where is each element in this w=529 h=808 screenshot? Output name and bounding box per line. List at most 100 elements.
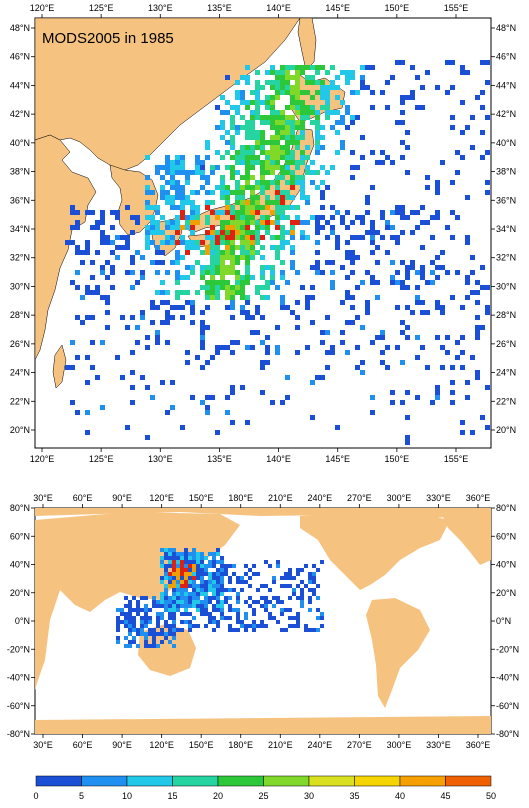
density-cell — [128, 644, 132, 648]
density-cell — [65, 365, 70, 370]
density-cell — [160, 290, 165, 295]
density-cell — [485, 385, 490, 390]
density-cell — [180, 305, 185, 310]
density-cell — [270, 135, 275, 140]
density-cell — [65, 240, 70, 245]
density-cell — [216, 600, 220, 604]
density-cell — [230, 420, 235, 425]
bottom-lon-label-bottom: 120°E — [149, 740, 174, 750]
density-cell — [330, 205, 335, 210]
density-cell — [310, 320, 315, 325]
density-cell — [265, 165, 270, 170]
density-cell — [205, 270, 210, 275]
density-cell — [75, 355, 80, 360]
density-cell — [272, 604, 276, 608]
density-cell — [280, 235, 285, 240]
density-cell — [230, 285, 235, 290]
density-cell-high — [172, 572, 176, 576]
density-cell — [260, 265, 265, 270]
density-cell — [150, 190, 155, 195]
density-cell — [250, 220, 255, 225]
bottom-lon-label-bottom: 300°E — [387, 740, 412, 750]
density-cell — [196, 624, 200, 628]
density-cell-high — [245, 225, 250, 230]
density-cell — [210, 200, 215, 205]
density-cell — [360, 220, 365, 225]
density-cell — [130, 215, 135, 220]
density-cell — [184, 620, 188, 624]
top-lon-label-bottom: 155°E — [444, 454, 469, 464]
density-cell — [105, 240, 110, 245]
density-cell — [130, 385, 135, 390]
density-cell — [220, 265, 225, 270]
density-cell — [236, 616, 240, 620]
density-cell — [90, 315, 95, 320]
density-cell — [145, 345, 150, 350]
density-cell — [172, 604, 176, 608]
density-cell — [180, 592, 184, 596]
density-cell — [216, 596, 220, 600]
density-cell — [295, 315, 300, 320]
density-cell — [270, 245, 275, 250]
density-cell — [325, 100, 330, 105]
density-cell — [470, 290, 475, 295]
density-cell — [212, 576, 216, 580]
density-cell — [270, 120, 275, 125]
density-cell — [180, 160, 185, 165]
density-cell — [176, 608, 180, 612]
density-cell — [152, 596, 156, 600]
density-cell — [315, 110, 320, 115]
density-cell — [144, 620, 148, 624]
density-cell — [205, 285, 210, 290]
density-cell-high — [184, 572, 188, 576]
density-cell — [116, 624, 120, 628]
density-cell — [185, 350, 190, 355]
density-cell — [370, 395, 375, 400]
density-cell — [190, 270, 195, 275]
density-cell — [210, 290, 215, 295]
density-cell — [390, 260, 395, 265]
density-cell — [285, 305, 290, 310]
density-cell — [110, 270, 115, 275]
density-cell — [250, 130, 255, 135]
top-lat-label-right: 38°N — [496, 167, 516, 177]
density-cell — [256, 600, 260, 604]
density-cell — [285, 105, 290, 110]
density-cell — [275, 120, 280, 125]
density-cell — [405, 265, 410, 270]
density-cell — [350, 150, 355, 155]
density-cell — [90, 210, 95, 215]
density-cell — [225, 410, 230, 415]
density-cell — [155, 165, 160, 170]
density-cell — [285, 205, 290, 210]
density-cell — [240, 250, 245, 255]
top-lat-label-right: 46°N — [496, 52, 516, 62]
density-cell — [250, 250, 255, 255]
density-cell — [300, 115, 305, 120]
density-cell — [192, 584, 196, 588]
top-lat-label-right: 28°N — [496, 310, 516, 320]
density-cell — [465, 395, 470, 400]
density-cell — [148, 616, 152, 620]
density-cell — [335, 95, 340, 100]
density-cell — [290, 260, 295, 265]
density-cell — [260, 180, 265, 185]
density-cell — [140, 270, 145, 275]
bottom-lat-label-left: 0°N — [15, 616, 30, 626]
density-cell — [200, 588, 204, 592]
density-cell — [164, 608, 168, 612]
density-cell-high — [180, 568, 184, 572]
density-cell — [350, 305, 355, 310]
density-cell — [220, 588, 224, 592]
density-cell — [320, 225, 325, 230]
density-cell — [216, 568, 220, 572]
density-cell — [320, 80, 325, 85]
density-cell — [320, 180, 325, 185]
density-cell — [245, 255, 250, 260]
density-cell — [124, 596, 128, 600]
density-cell — [285, 180, 290, 185]
density-cell — [180, 235, 185, 240]
density-cell — [240, 155, 245, 160]
density-cell — [355, 285, 360, 290]
density-cell — [250, 245, 255, 250]
